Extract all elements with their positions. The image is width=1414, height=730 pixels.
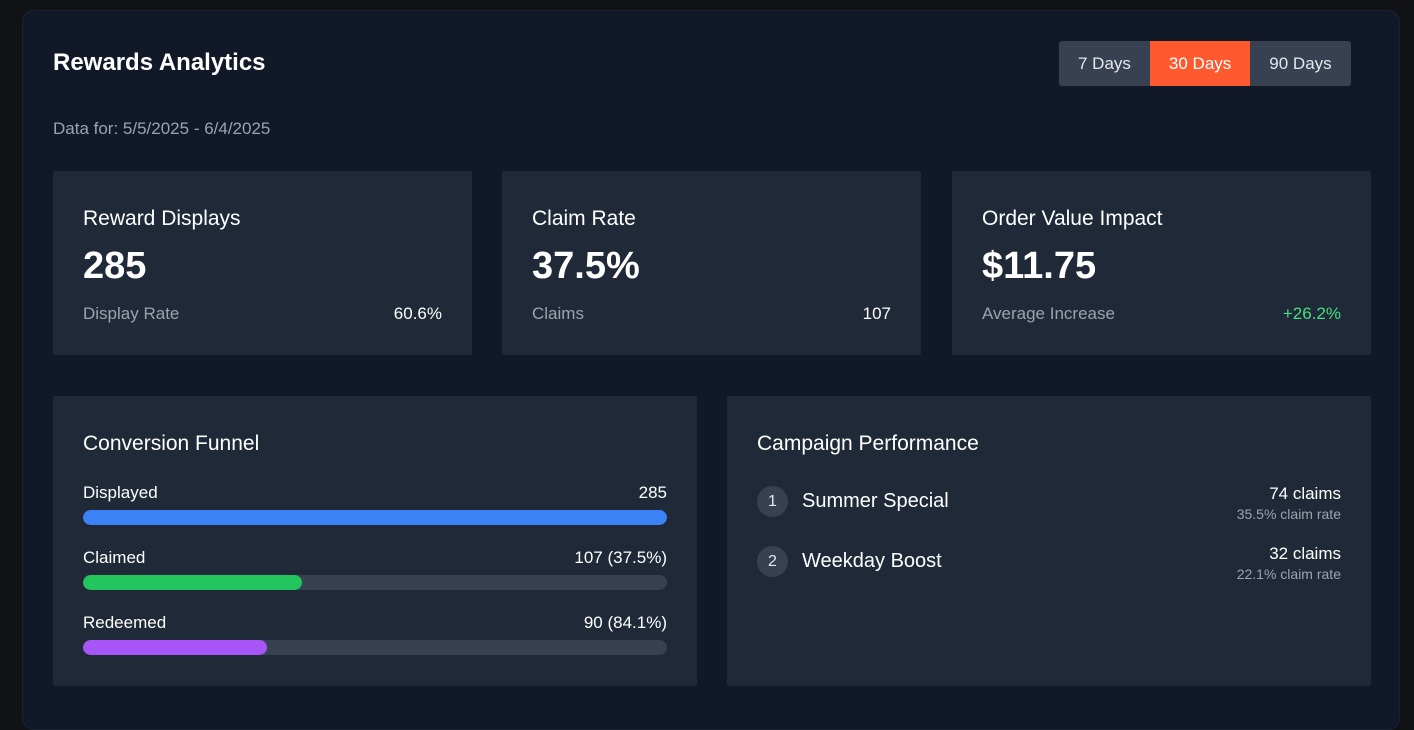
campaign-claims: 32 claims (1269, 544, 1341, 563)
date-range-label: Data for: 5/5/2025 - 6/4/2025 (53, 119, 271, 138)
campaign-performance-card: Campaign Performance 1 Summer Special 74… (727, 396, 1371, 686)
rank-badge: 1 (757, 486, 788, 517)
range-90-days-button[interactable]: 90 Days (1250, 41, 1351, 86)
funnel-row-value: 285 (638, 483, 667, 502)
funnel-row-redeemed: Redeemed 90 (84.1%) (83, 613, 667, 655)
card-title: Order Value Impact (982, 207, 1163, 230)
campaign-item[interactable]: 1 Summer Special 74 claims 35.5% claim r… (757, 484, 1341, 534)
card-value: 37.5% (532, 245, 640, 287)
card-sub-label: Average Increase (982, 304, 1115, 323)
campaign-claim-rate: 35.5% claim rate (1236, 506, 1341, 522)
date-range-selector: 7 Days 30 Days 90 Days (1059, 41, 1351, 86)
conversion-funnel-card: Conversion Funnel Displayed 285 Claimed … (53, 396, 697, 686)
card-sub-label: Claims (532, 304, 584, 323)
card-sub-value: +26.2% (1282, 304, 1341, 323)
campaign-claim-rate: 22.1% claim rate (1236, 566, 1341, 582)
campaign-name: Weekday Boost (802, 550, 942, 572)
funnel-row-value: 107 (37.5%) (574, 548, 667, 567)
card-sub-value: 107 (862, 304, 891, 323)
funnel-row-value: 90 (84.1%) (583, 613, 667, 632)
funnel-row-label: Displayed (83, 483, 158, 502)
card-value: $11.75 (982, 245, 1097, 287)
campaign-item[interactable]: 2 Weekday Boost 32 claims 22.1% claim ra… (757, 544, 1341, 594)
range-30-days-button[interactable]: 30 Days (1149, 41, 1251, 86)
campaign-name: Summer Special (802, 490, 949, 512)
card-sub-value: 60.6% (393, 304, 442, 323)
card-title: Reward Displays (83, 207, 241, 230)
rank-badge: 2 (757, 546, 788, 577)
rewards-analytics-panel: Rewards Analytics 7 Days 30 Days 90 Days… (22, 10, 1400, 730)
funnel-fill (83, 510, 667, 525)
reward-displays-card: Reward Displays 285 Display Rate 60.6% (53, 171, 472, 355)
card-value: 285 (83, 245, 147, 287)
funnel-row-label: Claimed (83, 548, 146, 567)
funnel-fill (83, 640, 267, 655)
funnel-fill (83, 575, 302, 590)
order-value-impact-card: Order Value Impact $11.75 Average Increa… (952, 171, 1371, 355)
funnel-track (83, 640, 667, 655)
funnel-row-claimed: Claimed 107 (37.5%) (83, 548, 667, 590)
campaign-title: Campaign Performance (757, 432, 979, 455)
card-sub-label: Display Rate (83, 304, 180, 323)
funnel-row-label: Redeemed (83, 613, 167, 632)
funnel-track (83, 510, 667, 525)
funnel-row-displayed: Displayed 285 (83, 483, 667, 525)
funnel-track (83, 575, 667, 590)
range-7-days-button[interactable]: 7 Days (1059, 41, 1150, 86)
campaign-claims: 74 claims (1269, 484, 1341, 503)
page-title: Rewards Analytics (53, 49, 266, 76)
card-title: Claim Rate (532, 207, 636, 230)
claim-rate-card: Claim Rate 37.5% Claims 107 (502, 171, 921, 355)
funnel-title: Conversion Funnel (83, 432, 260, 455)
